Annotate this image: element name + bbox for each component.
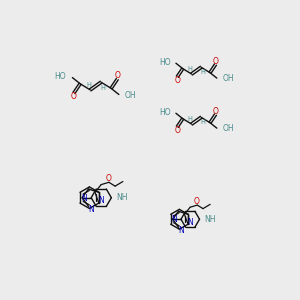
Text: O: O	[174, 126, 180, 135]
Text: O: O	[212, 107, 218, 116]
Text: HO: HO	[55, 72, 66, 81]
Text: O: O	[114, 71, 120, 80]
Text: N: N	[178, 226, 184, 235]
Text: H: H	[100, 85, 105, 91]
Text: O: O	[194, 197, 200, 206]
Text: HO: HO	[159, 108, 170, 117]
Text: H: H	[200, 69, 205, 75]
Text: H: H	[86, 82, 91, 88]
Text: H: H	[188, 66, 193, 72]
Text: OH: OH	[222, 74, 234, 83]
Text: OH: OH	[222, 124, 234, 133]
Text: NH: NH	[204, 215, 215, 224]
Text: H: H	[200, 119, 205, 125]
Text: OH: OH	[125, 91, 137, 100]
Text: O: O	[105, 174, 111, 183]
Text: N: N	[98, 196, 104, 205]
Text: O: O	[212, 57, 218, 66]
Text: N: N	[187, 218, 193, 226]
Text: H: H	[188, 116, 193, 122]
Text: N: N	[82, 194, 87, 203]
Text: NH: NH	[116, 193, 128, 202]
Text: N: N	[172, 215, 177, 224]
Text: N: N	[88, 205, 94, 214]
Text: O: O	[71, 92, 77, 101]
Text: HO: HO	[159, 58, 170, 67]
Text: O: O	[174, 76, 180, 85]
